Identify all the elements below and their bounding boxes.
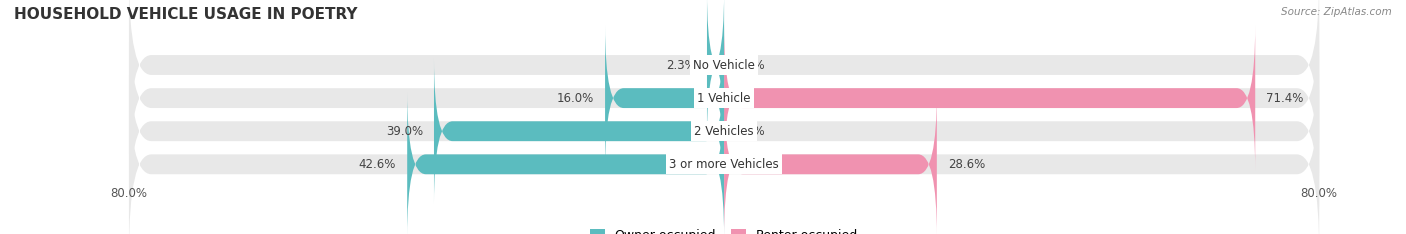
Text: 28.6%: 28.6% bbox=[948, 158, 986, 171]
FancyBboxPatch shape bbox=[129, 0, 1319, 154]
Text: 39.0%: 39.0% bbox=[385, 125, 423, 138]
FancyBboxPatch shape bbox=[129, 75, 1319, 234]
Text: 2 Vehicles: 2 Vehicles bbox=[695, 125, 754, 138]
FancyBboxPatch shape bbox=[129, 42, 1319, 221]
FancyBboxPatch shape bbox=[724, 91, 936, 234]
FancyBboxPatch shape bbox=[434, 58, 724, 204]
FancyBboxPatch shape bbox=[408, 91, 724, 234]
Text: 1 Vehicle: 1 Vehicle bbox=[697, 91, 751, 105]
Text: No Vehicle: No Vehicle bbox=[693, 58, 755, 72]
Text: 3 or more Vehicles: 3 or more Vehicles bbox=[669, 158, 779, 171]
Text: 71.4%: 71.4% bbox=[1267, 91, 1303, 105]
FancyBboxPatch shape bbox=[706, 0, 725, 138]
Text: 0.0%: 0.0% bbox=[735, 125, 765, 138]
Legend: Owner-occupied, Renter-occupied: Owner-occupied, Renter-occupied bbox=[585, 224, 863, 234]
Text: HOUSEHOLD VEHICLE USAGE IN POETRY: HOUSEHOLD VEHICLE USAGE IN POETRY bbox=[14, 7, 357, 22]
FancyBboxPatch shape bbox=[129, 9, 1319, 187]
FancyBboxPatch shape bbox=[724, 25, 1256, 171]
FancyBboxPatch shape bbox=[605, 25, 724, 171]
Text: Source: ZipAtlas.com: Source: ZipAtlas.com bbox=[1281, 7, 1392, 17]
Text: 2.3%: 2.3% bbox=[666, 58, 696, 72]
Text: 16.0%: 16.0% bbox=[557, 91, 593, 105]
Text: 0.0%: 0.0% bbox=[735, 58, 765, 72]
Text: 42.6%: 42.6% bbox=[359, 158, 396, 171]
